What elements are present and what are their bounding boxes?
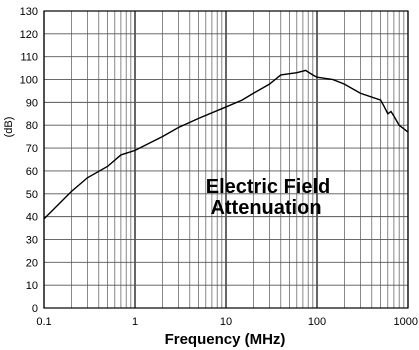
y-tick-label: 80	[26, 120, 38, 132]
y-tick-label: 20	[26, 257, 38, 269]
y-axis-ticks: 0 10 20 30 40 50 60 70 80 90 100 110 120 130	[20, 6, 38, 315]
y-tick-label: 90	[26, 97, 38, 109]
y-tick-label: 110	[20, 52, 38, 64]
y-tick-label: 130	[20, 6, 38, 18]
y-tick-label: 40	[26, 212, 38, 224]
x-tick-label: 0.1	[36, 316, 51, 328]
annotation-line-2: Attenuation	[210, 197, 321, 219]
x-tick-label: 1	[132, 316, 138, 328]
y-tick-label: 30	[26, 234, 38, 246]
y-tick-label: 50	[26, 189, 38, 201]
x-tick-label: 100	[308, 316, 326, 328]
y-tick-label: 70	[26, 143, 38, 155]
plot-frame	[43, 10, 409, 309]
x-axis-label: Frequency (MHz)	[165, 331, 286, 348]
minor-grid	[71, 11, 405, 308]
y-tick-label: 100	[20, 75, 38, 87]
series-line	[43, 69, 409, 220]
y-tick-label: 120	[20, 29, 38, 41]
x-tick-label: 10	[220, 316, 232, 328]
x-tick-label: 1000	[394, 316, 418, 328]
y-axis-label: (dB)	[3, 117, 15, 138]
y-tick-label: 60	[26, 166, 38, 178]
y-tick-label: 10	[26, 280, 38, 292]
x-axis-ticks: 0.1 1 10 100 1000	[36, 316, 418, 328]
y-tick-label: 0	[32, 303, 38, 315]
annotation-line-1: Electric Field	[206, 176, 331, 198]
